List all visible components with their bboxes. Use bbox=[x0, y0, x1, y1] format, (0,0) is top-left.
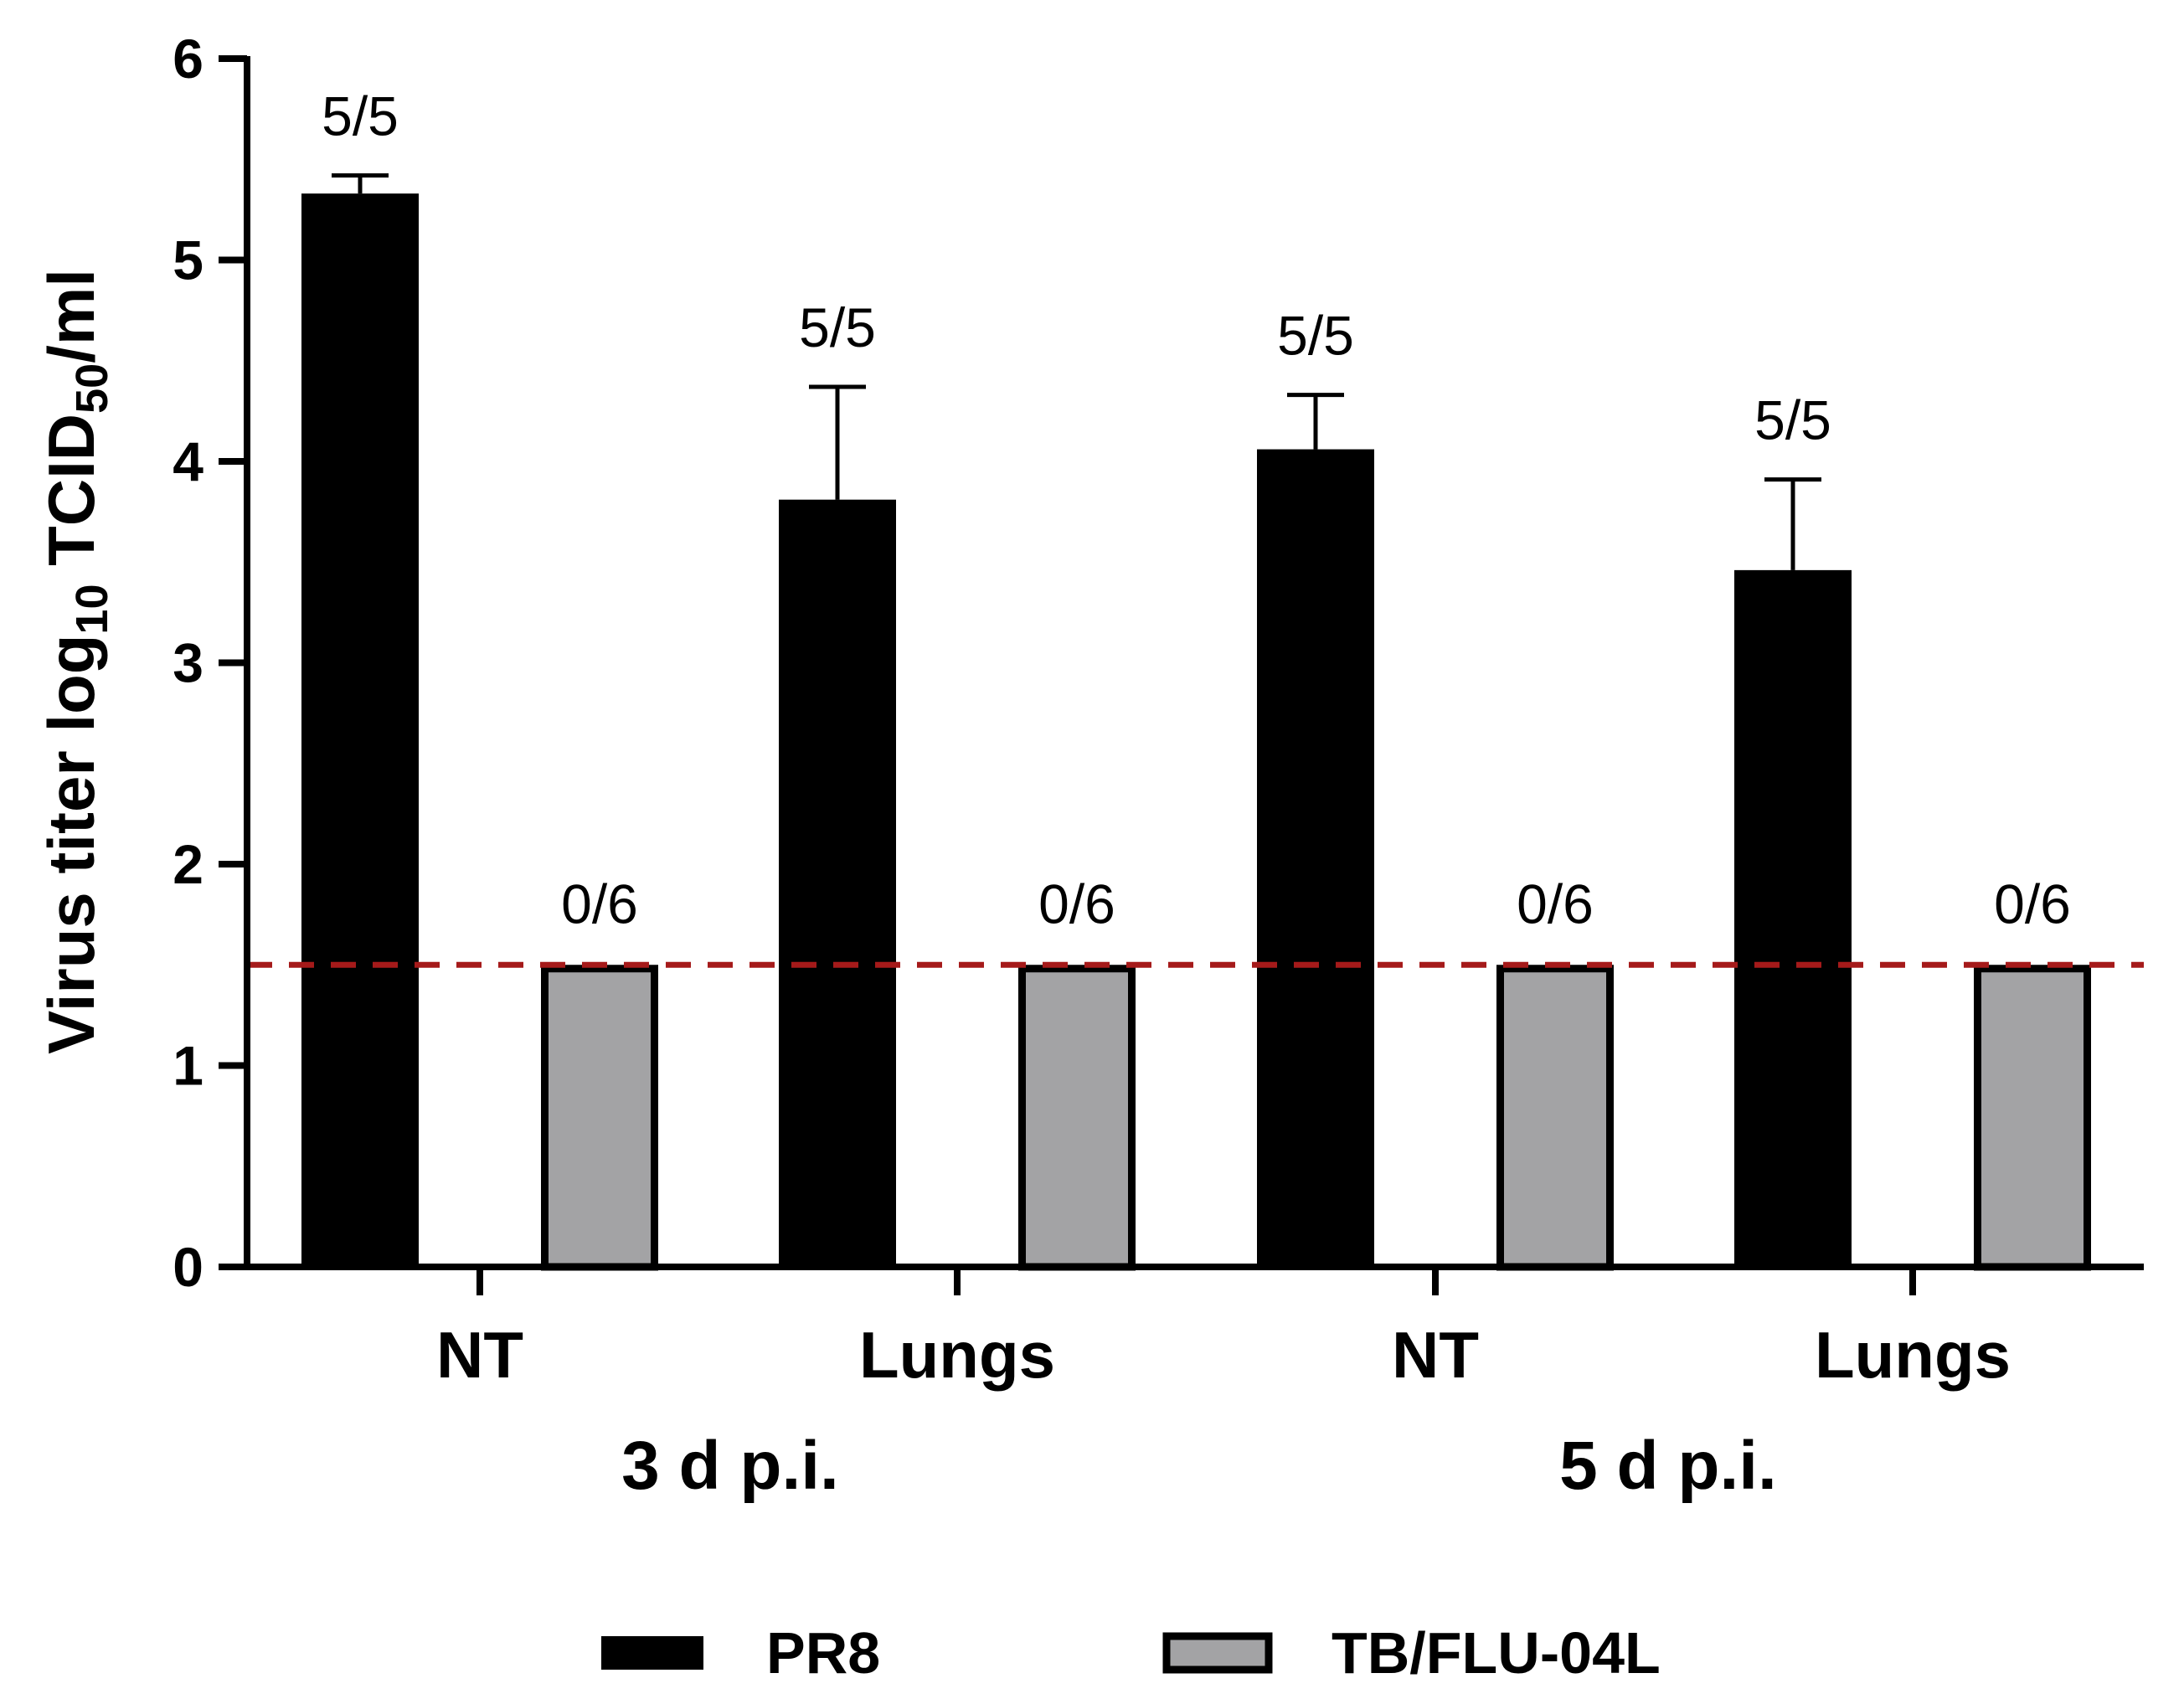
y-tick-label: 6 bbox=[173, 28, 203, 90]
labels-layer: 5/5 5/5 5/5 5/5 0/6 0/6 0/6 0/6 0 1 2 3 4 5 6 NT Lungs NT… bbox=[34, 28, 2071, 1504]
x-group-label: 5 d p.i. bbox=[1559, 1428, 1777, 1504]
y-axis-label: Virus titer log10 TCID50/ml bbox=[34, 269, 117, 1054]
ratio-label: 0/6 bbox=[561, 873, 638, 934]
bars-layer bbox=[301, 193, 2091, 1271]
ratio-label: 5/5 bbox=[1277, 305, 1354, 367]
x-category-label: Lungs bbox=[1815, 1318, 2011, 1392]
bar-tbflu04l-3 bbox=[1974, 965, 2091, 1271]
x-group-label: 3 d p.i. bbox=[621, 1428, 839, 1504]
y-tick-label: 1 bbox=[173, 1035, 203, 1097]
bar-tbflu04l-2 bbox=[1496, 965, 1614, 1271]
ratio-label: 0/6 bbox=[1517, 873, 1594, 934]
axes-layer bbox=[219, 55, 2144, 1295]
y-tick-label: 0 bbox=[173, 1236, 203, 1298]
y-tick-label: 4 bbox=[173, 430, 203, 492]
legend: PR8 TB/FLU-04L bbox=[601, 1620, 1661, 1686]
x-category-label: NT bbox=[436, 1318, 523, 1392]
ratio-label: 5/5 bbox=[322, 85, 399, 147]
y-tick-label: 5 bbox=[173, 229, 203, 291]
ratio-label: 0/6 bbox=[1994, 873, 2071, 934]
bar-pr8-0 bbox=[301, 193, 419, 1267]
y-tick-label: 3 bbox=[173, 632, 203, 694]
ratio-label: 0/6 bbox=[1038, 873, 1115, 934]
bar-tbflu04l-1 bbox=[1018, 965, 1136, 1271]
error-bars-layer bbox=[332, 172, 1821, 570]
x-category-label: Lungs bbox=[859, 1318, 1055, 1392]
bar-pr8-2 bbox=[1257, 449, 1374, 1267]
bar-tbflu04l-0 bbox=[541, 965, 658, 1271]
legend-label: PR8 bbox=[766, 1620, 880, 1686]
legend-swatch-tbflu04l bbox=[1162, 1632, 1273, 1674]
legend-label: TB/FLU-04L bbox=[1332, 1620, 1661, 1686]
ratio-label: 5/5 bbox=[799, 296, 876, 358]
legend-swatch-pr8 bbox=[601, 1636, 703, 1670]
ratio-label: 5/5 bbox=[1754, 389, 1831, 451]
bar-pr8-1 bbox=[779, 499, 896, 1267]
x-category-label: NT bbox=[1392, 1318, 1479, 1392]
y-tick-label: 2 bbox=[173, 833, 203, 895]
bar-pr8-3 bbox=[1734, 569, 1852, 1267]
